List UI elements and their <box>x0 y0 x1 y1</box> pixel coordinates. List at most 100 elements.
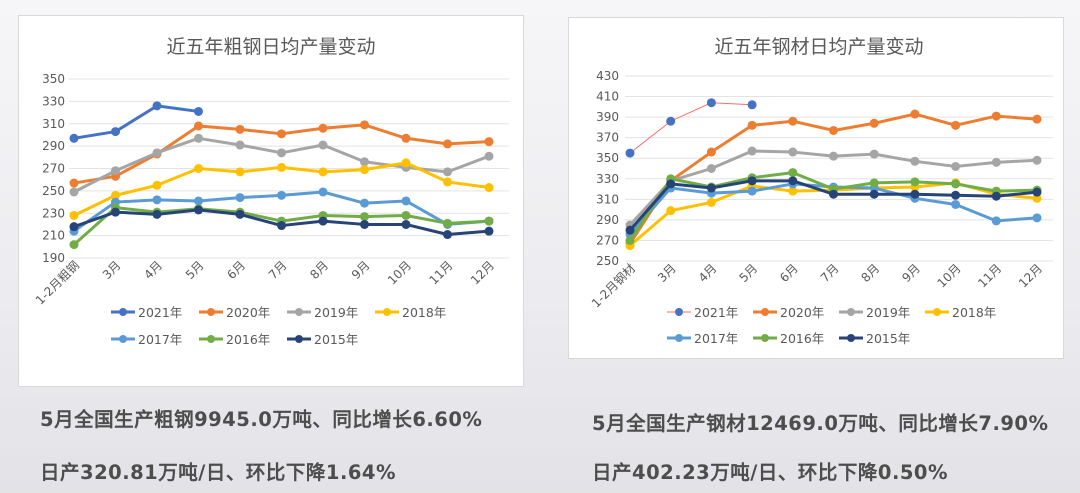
data-point-2020年-10月 <box>951 120 961 130</box>
x-tick-label: 9月 <box>349 258 373 282</box>
data-point-2016年-10月 <box>401 210 411 220</box>
data-point-2018年-4月 <box>706 197 716 207</box>
x-tick-label: 5月 <box>736 261 760 285</box>
y-tick-label: 350 <box>42 72 65 86</box>
data-point-2016年-9月 <box>360 212 369 222</box>
y-tick-label: 250 <box>596 254 619 268</box>
legend-label: 2017年 <box>694 331 738 346</box>
x-tick-label: 8月 <box>307 258 331 282</box>
data-point-2018年-11月 <box>443 177 452 187</box>
data-point-2020年-12月 <box>484 137 494 147</box>
data-point-2016年-8月 <box>869 178 879 188</box>
data-point-2017年-10月 <box>401 196 411 206</box>
steel-products-summary-line2: 日产402.23万吨/日、环比下降0.50% <box>592 461 949 484</box>
data-point-2020年-7月 <box>829 125 838 135</box>
series-line-2021年 <box>73 104 199 140</box>
crude-steel-summary-line1: 5月全国生产粗钢9945.0万吨、同比增长6.60% <box>40 408 483 431</box>
legend-label: 2016年 <box>780 331 824 346</box>
data-point-2017年-12月 <box>1032 213 1042 223</box>
legend-label: 2015年 <box>866 331 910 346</box>
data-point-2020年-9月 <box>360 120 369 130</box>
legend-label: 2020年 <box>226 305 270 320</box>
legend-marker-2020年 <box>761 308 769 316</box>
data-point-2015年-6月 <box>235 209 245 219</box>
data-point-2015年-8月 <box>869 189 879 199</box>
data-point-2015年-11月 <box>991 191 1001 201</box>
x-tick-label: 6月 <box>777 261 801 285</box>
legend-marker-2015年 <box>847 334 855 342</box>
data-point-2019年-10月 <box>951 161 961 171</box>
legend-marker-2018年 <box>383 308 391 316</box>
chart-title: 近五年粗钢日均产量变动 <box>166 36 375 58</box>
data-point-2018年-12月 <box>484 183 494 193</box>
data-point-2018年-6月 <box>788 186 798 196</box>
data-point-2016年-6月 <box>788 168 798 178</box>
data-point-2018年-8月 <box>318 167 328 177</box>
data-point-2020年-4月 <box>706 147 716 157</box>
legend-label: 2016年 <box>226 332 270 347</box>
legend-marker-2017年 <box>119 335 127 343</box>
steel-products-chart: 近五年钢材日均产量变动 250 270 290 310 330 350 370 390 410 43… <box>589 36 1053 346</box>
x-tick-label: 10月 <box>385 258 414 287</box>
data-point-2015年-4月 <box>152 209 162 219</box>
legend-label: 2017年 <box>138 332 182 347</box>
legend-marker-2019年 <box>847 308 855 316</box>
legend-label: 2015年 <box>314 332 358 347</box>
data-point-2017年-10月 <box>951 199 961 209</box>
data-point-2016年-9月 <box>910 177 920 187</box>
steel-products-summary-line1: 5月全国生产钢材12469.0万吨、同比增长7.90% <box>592 412 1049 435</box>
data-point-2021年-1-2月粗钢 <box>69 133 79 143</box>
data-point-2020年-10月 <box>401 133 411 143</box>
data-point-2018年-3月 <box>666 206 676 216</box>
data-point-2018年-5月 <box>194 164 203 173</box>
data-point-2021年-5月 <box>747 100 757 110</box>
data-point-2015年-11月 <box>443 230 452 240</box>
x-tick-label: 7月 <box>818 261 842 285</box>
x-tick-label: 8月 <box>859 261 883 285</box>
data-point-2015年-1-2月钢材 <box>625 225 635 235</box>
data-point-2017年-5月 <box>747 186 757 196</box>
data-point-2020年-5月 <box>194 121 203 131</box>
data-point-2021年-1-2月钢材 <box>625 148 635 158</box>
legend-label: 2019年 <box>866 305 910 320</box>
x-tick-label: 11月 <box>426 258 455 287</box>
x-tick-label: 4月 <box>696 261 720 285</box>
data-point-2020年-6月 <box>788 116 798 126</box>
data-point-2016年-11月 <box>443 218 452 228</box>
data-point-2016年-12月 <box>484 216 494 226</box>
legend-label: 2020年 <box>780 305 824 320</box>
data-point-2015年-10月 <box>401 219 411 229</box>
data-point-2018年-4月 <box>152 180 162 190</box>
legend-label: 2018年 <box>402 305 446 320</box>
data-point-2015年-3月 <box>111 207 120 217</box>
y-tick-label: 330 <box>42 94 65 108</box>
data-point-2015年-1-2月粗钢 <box>69 222 79 232</box>
legend-marker-2016年 <box>761 334 769 342</box>
data-point-2021年-4月 <box>152 101 162 111</box>
data-point-2018年-1-2月粗钢 <box>69 210 79 220</box>
data-point-2015年-4月 <box>706 183 716 193</box>
y-tick-label: 330 <box>596 172 619 186</box>
y-tick-label: 350 <box>596 151 619 165</box>
data-point-2019年-7月 <box>829 151 838 161</box>
legend-marker-2016年 <box>207 335 215 343</box>
y-tick-label: 210 <box>42 229 65 243</box>
data-point-2018年-6月 <box>235 167 245 177</box>
data-point-2019年-11月 <box>991 157 1001 167</box>
steel-products-chart-panel: 近五年钢材日均产量变动 250 270 290 310 330 350 370 390 410 43… <box>568 17 1064 359</box>
y-tick-label: 270 <box>42 162 65 176</box>
x-tick-label: 10月 <box>935 261 964 290</box>
legend-label: 2021年 <box>138 305 182 320</box>
series-line-2021年 <box>629 102 753 154</box>
data-point-2017年-4月 <box>152 195 162 205</box>
data-point-2019年-6月 <box>235 140 245 150</box>
data-point-2015年-9月 <box>910 189 920 199</box>
crude-steel-summary-line2: 日产320.81万吨/日、环比下降1.64% <box>40 461 397 484</box>
x-tick-label: 3月 <box>100 258 124 282</box>
data-point-2020年-8月 <box>318 123 328 133</box>
y-tick-label: 190 <box>42 251 65 265</box>
data-point-2017年-6月 <box>235 193 245 203</box>
legend-label: 2021年 <box>694 305 738 320</box>
data-point-2019年-8月 <box>869 149 879 159</box>
y-tick-label: 390 <box>596 110 619 124</box>
